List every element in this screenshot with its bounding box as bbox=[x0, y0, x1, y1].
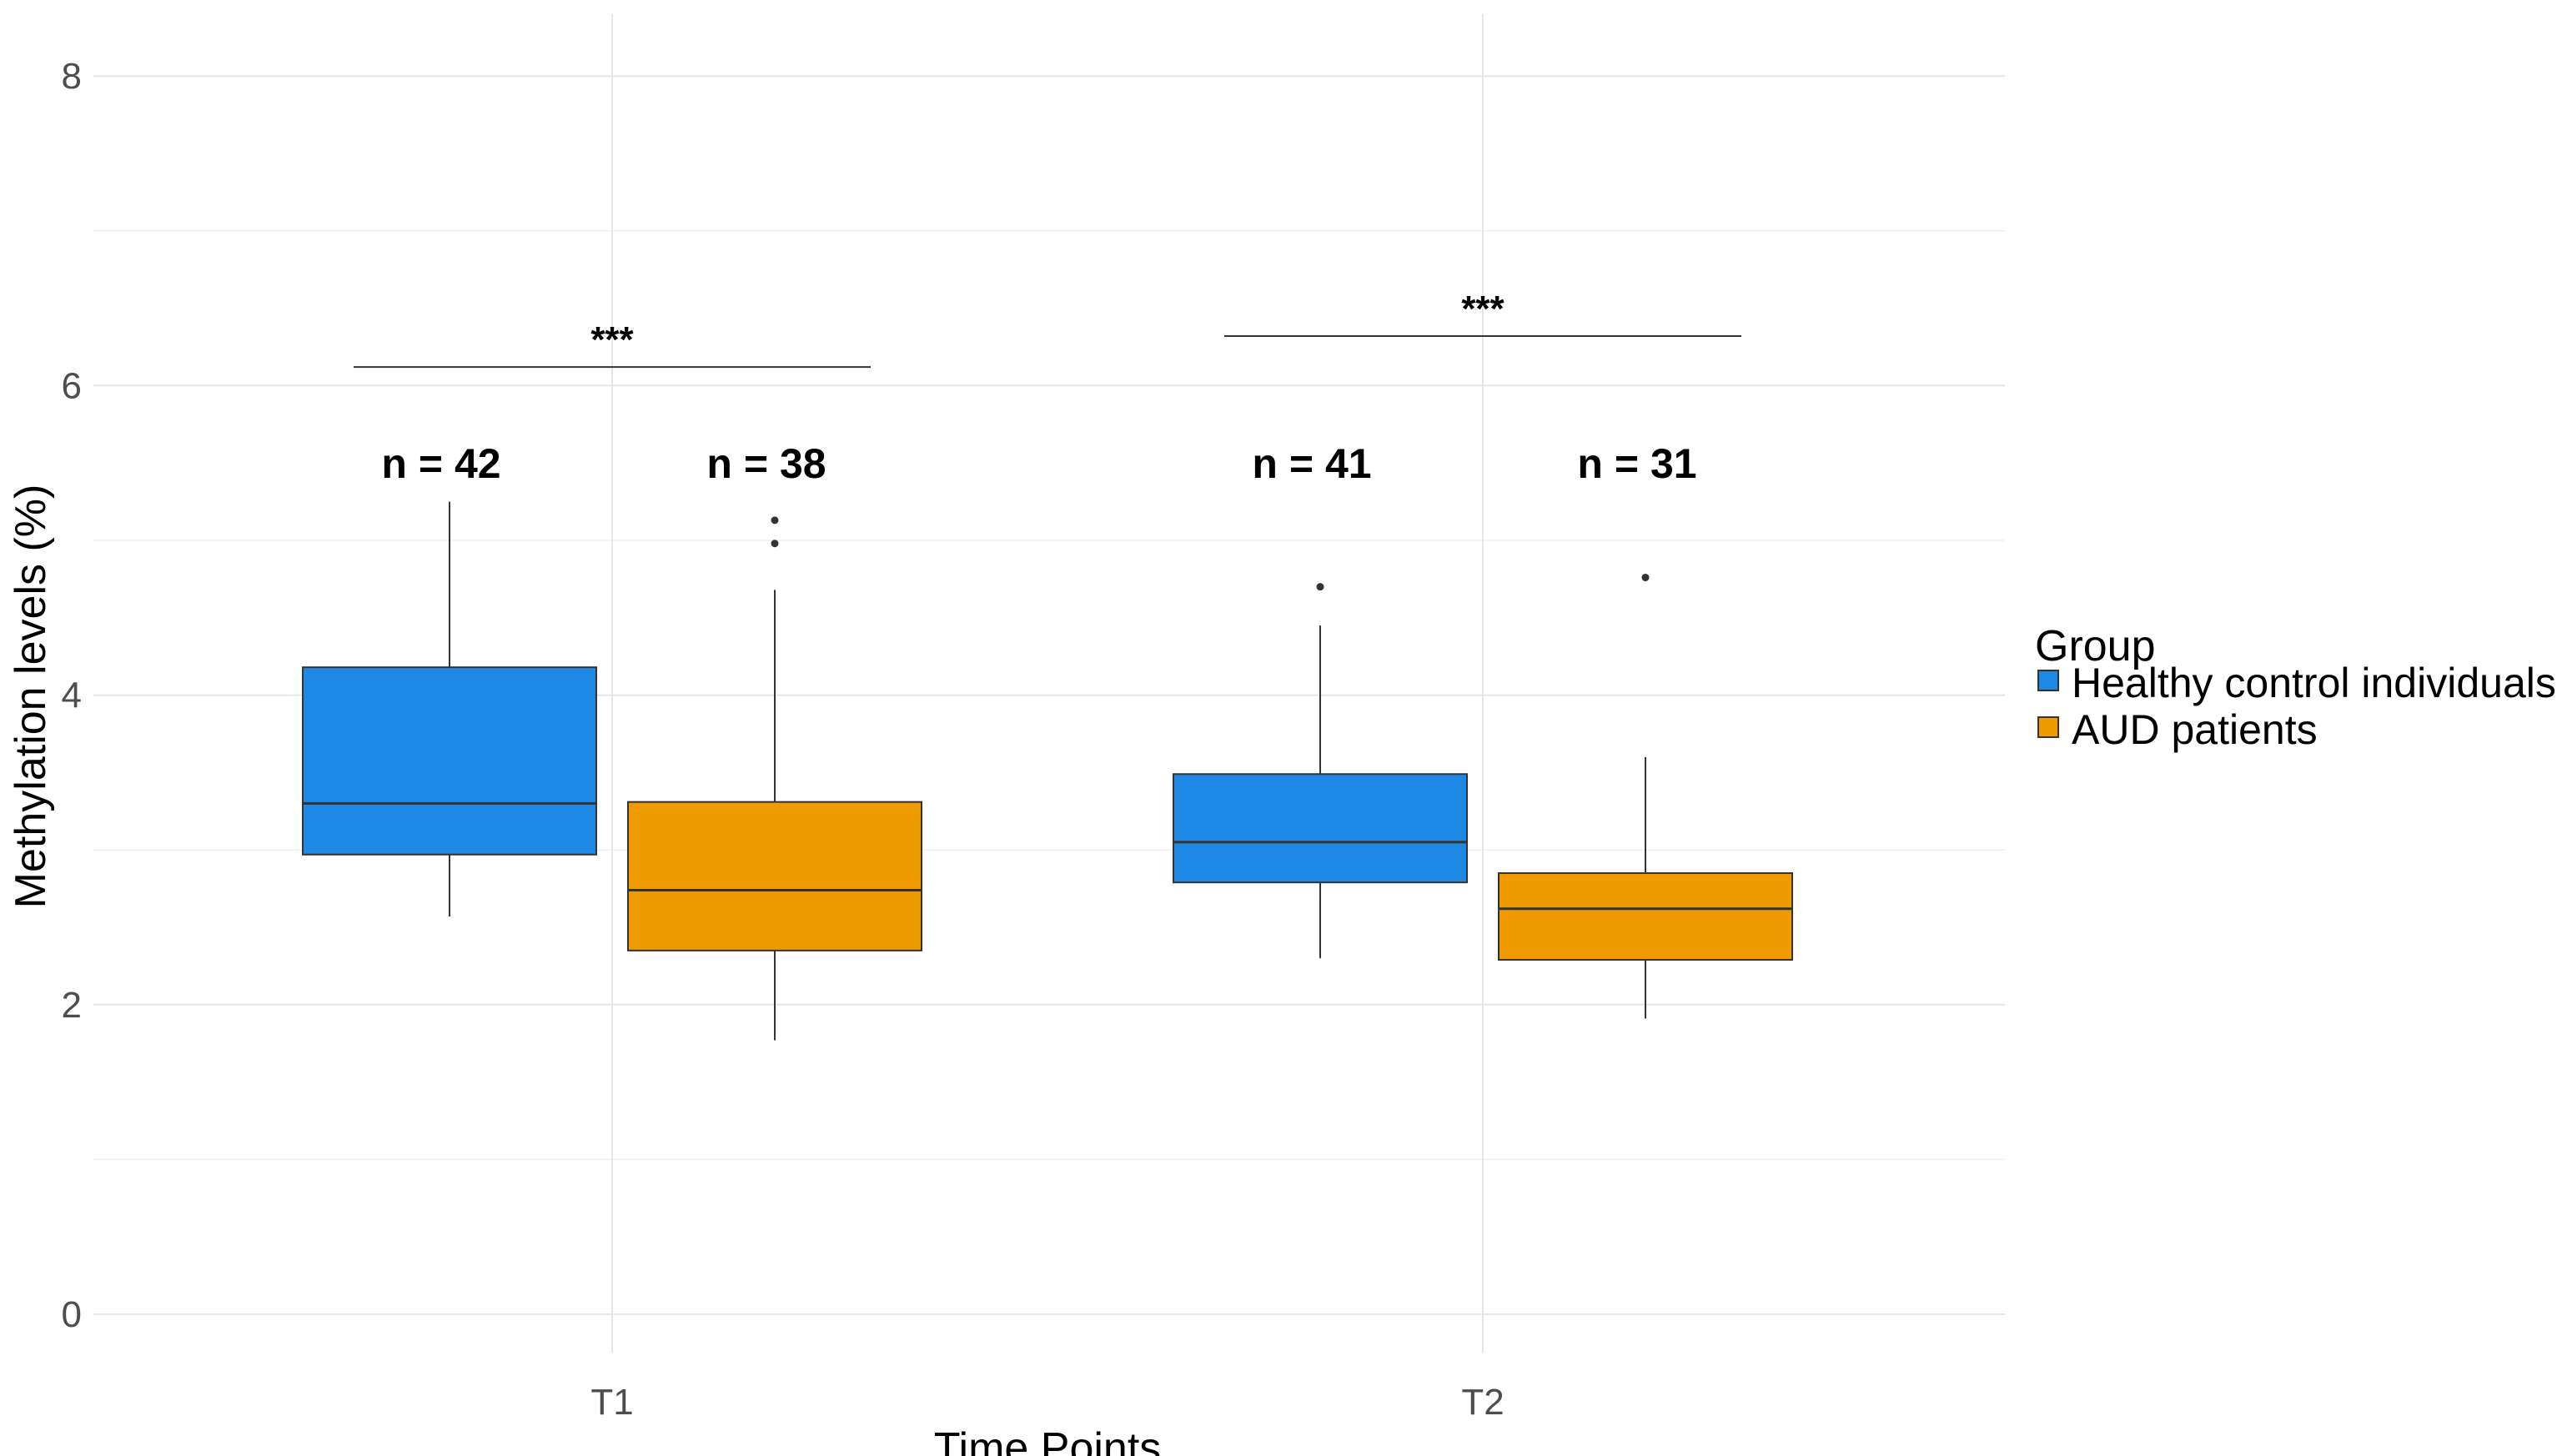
n-label: n = 38 bbox=[706, 440, 826, 487]
n-label: n = 41 bbox=[1252, 440, 1371, 487]
legend-item-label: Healthy control individuals bbox=[2072, 660, 2556, 706]
boxes bbox=[302, 501, 1793, 1041]
legend-item-label: AUD patients bbox=[2072, 706, 2318, 753]
outlier-point bbox=[771, 540, 779, 548]
significance-brackets: *** *** bbox=[354, 289, 1741, 369]
significance-t2: *** bbox=[1224, 289, 1741, 338]
outlier-point bbox=[1641, 574, 1650, 582]
significance-t1: *** bbox=[354, 319, 871, 369]
grid-lines bbox=[93, 13, 2005, 1353]
legend-key-swatch bbox=[2037, 716, 2059, 738]
outlier-point bbox=[771, 516, 779, 525]
legend-item: AUD patients bbox=[2037, 706, 2318, 753]
outlier-point bbox=[1316, 583, 1324, 591]
box-aud-patients-t2 bbox=[1498, 574, 1793, 1019]
x-axis-title: Time Points bbox=[934, 1424, 1162, 1456]
y-axis-ticks: 0 2 4 6 8 bbox=[62, 56, 82, 1335]
y-tick-label: 4 bbox=[62, 675, 82, 716]
significance-label: *** bbox=[590, 319, 634, 360]
box-healthy-control-individuals-t1 bbox=[302, 501, 597, 917]
box-body bbox=[1173, 773, 1468, 884]
n-label: n = 31 bbox=[1577, 440, 1696, 487]
box-aud-patients-t1 bbox=[627, 516, 922, 1041]
n-labels: n = 42 n = 41 n = 38 n = 31 bbox=[381, 440, 1696, 487]
y-tick-label: 8 bbox=[62, 56, 82, 97]
legend-title: Group bbox=[2035, 622, 2156, 670]
box-body bbox=[627, 801, 922, 951]
legend-key-swatch bbox=[2037, 670, 2059, 691]
box-healthy-control-individuals-t2 bbox=[1173, 583, 1468, 959]
legend-item: Healthy control individuals bbox=[2037, 660, 2556, 706]
n-label: n = 42 bbox=[381, 440, 500, 487]
x-axis-ticks: T1 T2 bbox=[590, 1382, 1504, 1423]
y-tick-label: 6 bbox=[62, 365, 82, 406]
x-tick-label: T2 bbox=[1461, 1382, 1504, 1423]
y-tick-label: 0 bbox=[62, 1294, 82, 1335]
y-tick-label: 2 bbox=[62, 985, 82, 1026]
x-tick-label: T1 bbox=[590, 1382, 633, 1423]
box-body bbox=[1498, 872, 1793, 961]
y-axis-title: Methylation levels (%) bbox=[7, 484, 55, 909]
significance-label: *** bbox=[1461, 289, 1505, 329]
box-body bbox=[302, 666, 597, 856]
